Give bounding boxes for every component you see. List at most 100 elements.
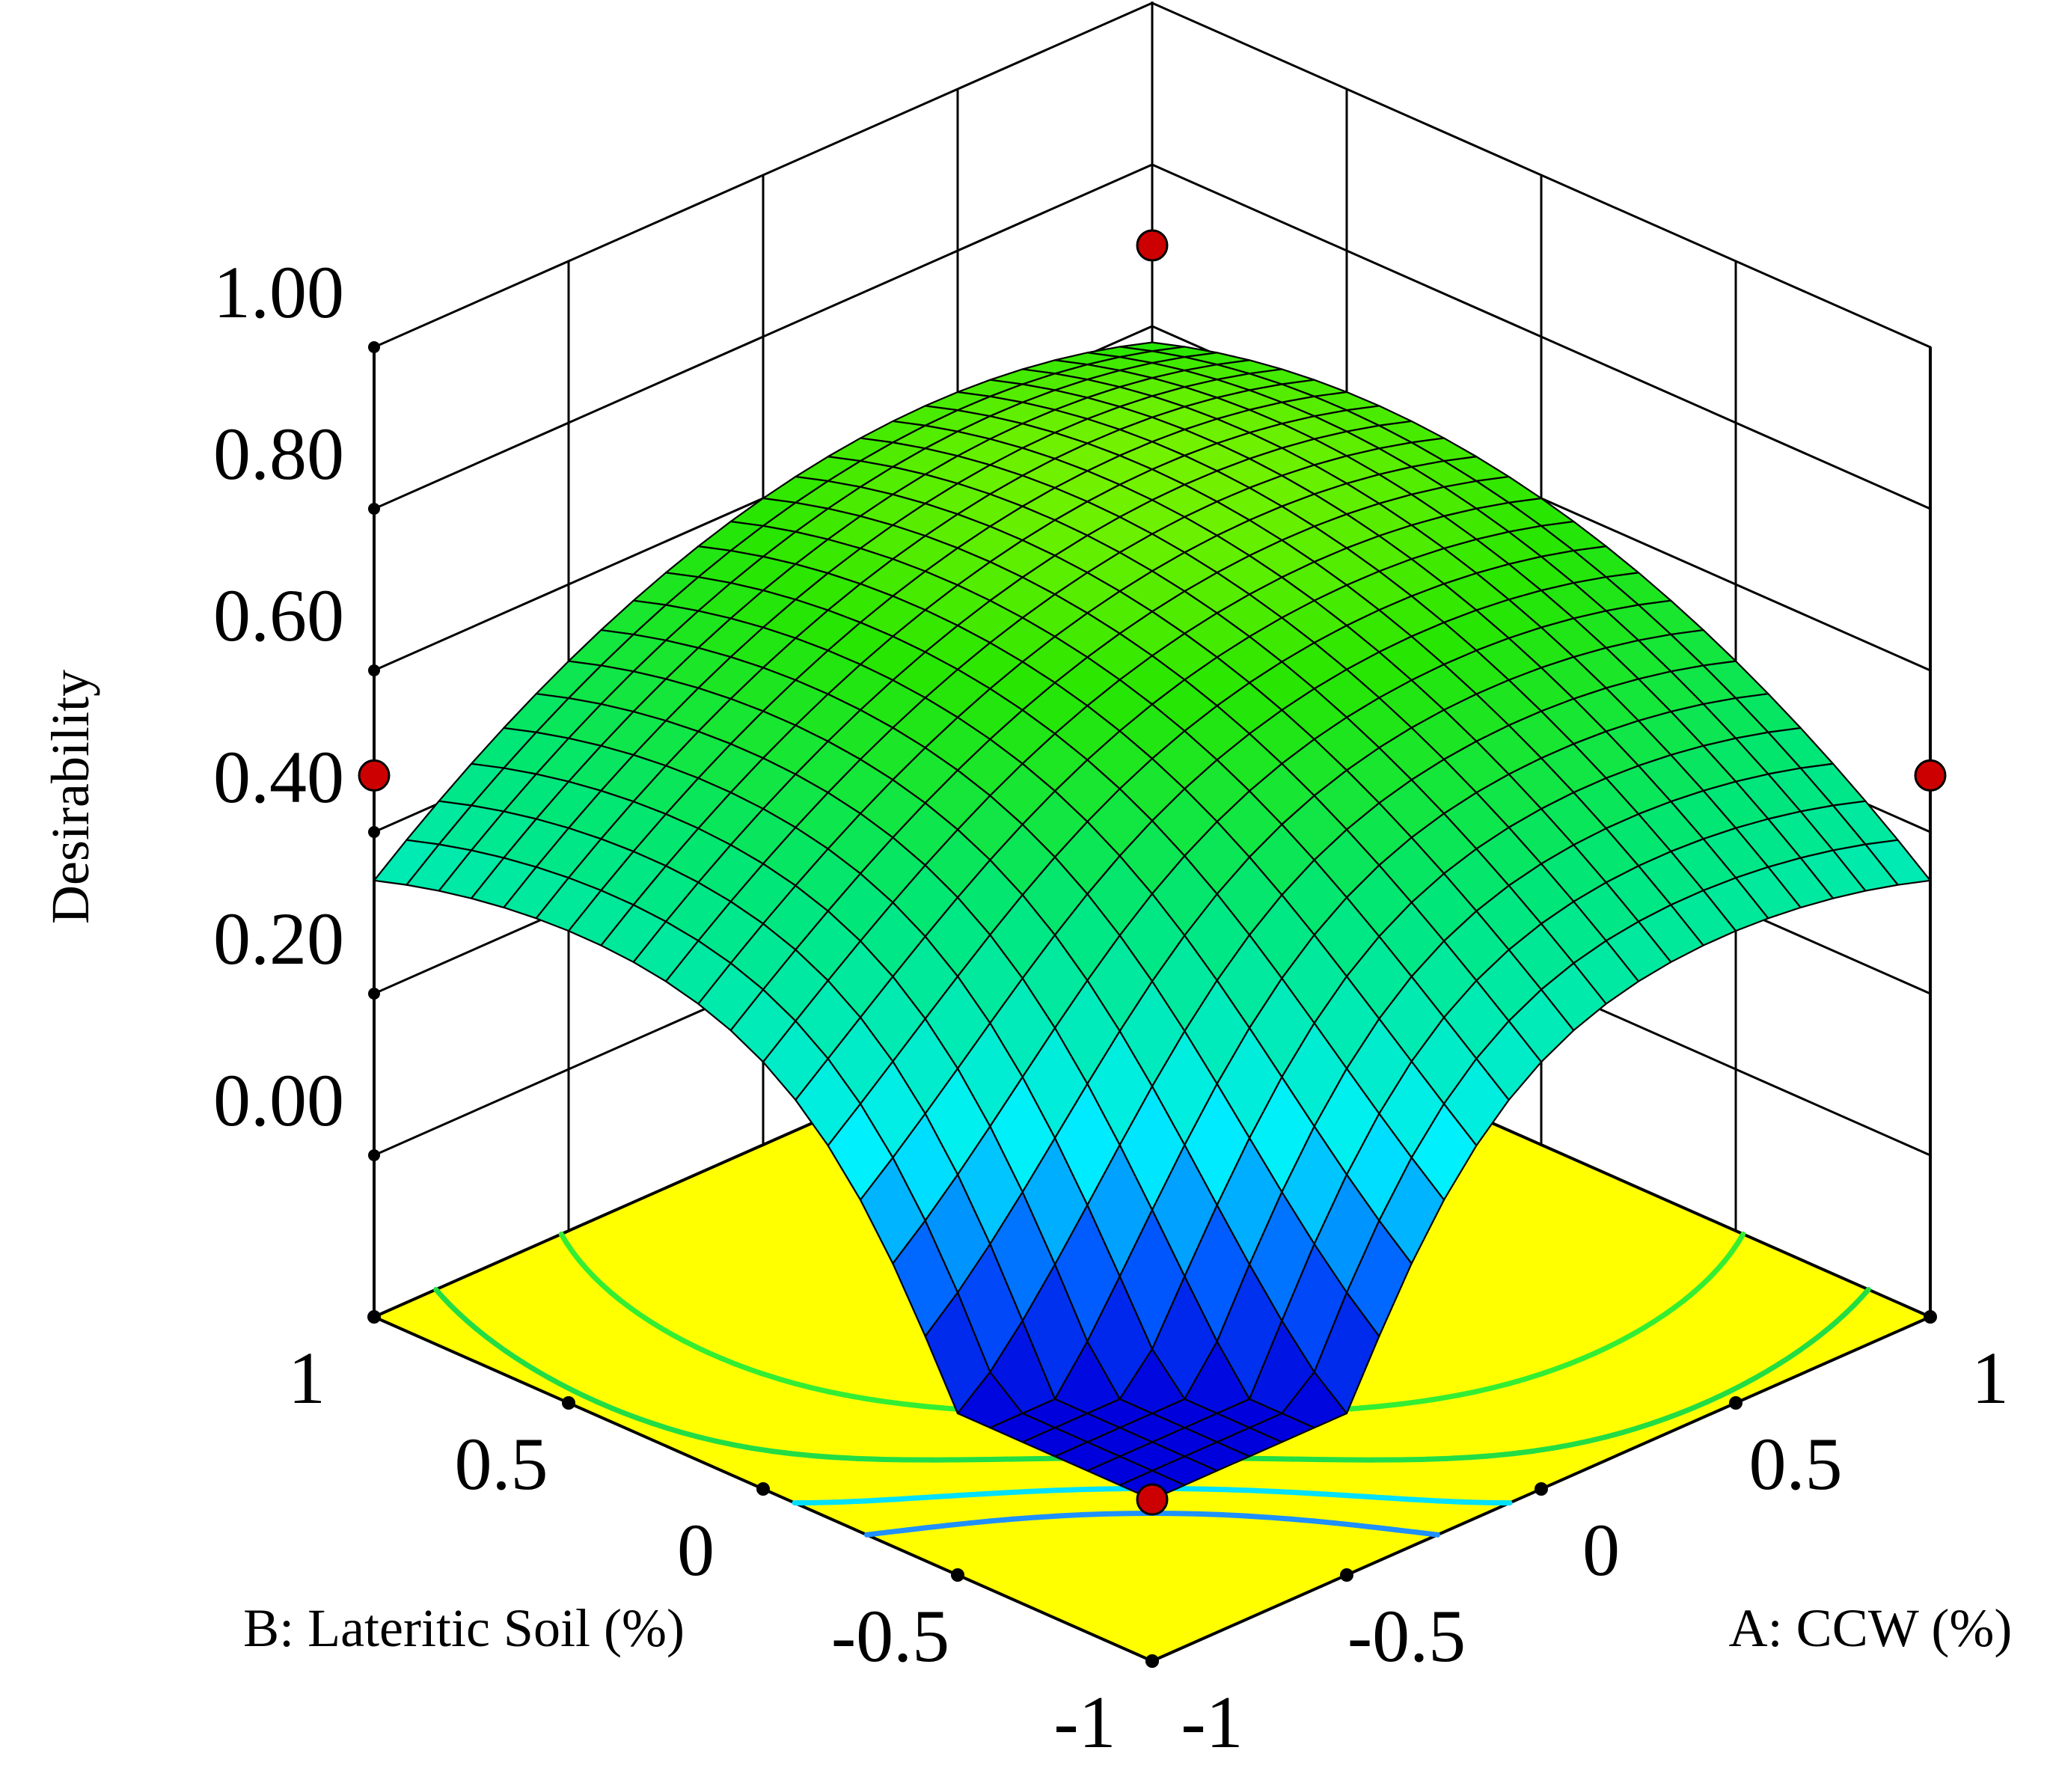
floor-contour	[1439, 1501, 1460, 1502]
floor-contour	[561, 1234, 565, 1241]
floor-contour	[1492, 1454, 1513, 1456]
floor-contour	[1552, 1447, 1558, 1448]
floor-contour	[1440, 1395, 1459, 1398]
floor-contour	[1459, 1392, 1476, 1395]
floor-contour	[928, 1526, 937, 1527]
floor-contour	[1036, 1516, 1058, 1517]
floor-contour	[1413, 1499, 1436, 1501]
z-tick-dot	[368, 664, 380, 676]
floor-contour	[1533, 1448, 1552, 1451]
b-tick-label: -0.5	[831, 1594, 949, 1678]
floor-contour	[1470, 1456, 1486, 1458]
floor-contour	[1179, 1489, 1204, 1490]
design-point	[1137, 1484, 1167, 1514]
z-tick-dot	[368, 826, 380, 838]
floor-contour	[910, 1404, 924, 1406]
floor-contour	[1571, 1441, 1588, 1445]
floor-contour	[1367, 1526, 1377, 1527]
a-tick-dot	[1535, 1482, 1548, 1496]
floor-contour	[1335, 1523, 1356, 1526]
floor-contour	[1005, 1492, 1015, 1493]
a-tick-dot	[1729, 1396, 1742, 1410]
floor-contour	[959, 1494, 982, 1496]
floor-contour	[924, 1406, 943, 1407]
b-tick-label: 0.5	[455, 1422, 548, 1505]
a-tick-dot	[1340, 1568, 1353, 1582]
z-tick-label: 0.20	[213, 897, 344, 980]
floor-contour	[857, 1458, 877, 1459]
floor-contour	[1260, 1490, 1276, 1491]
floor-contour	[1417, 1532, 1437, 1535]
floor-contour	[752, 1448, 771, 1451]
floor-contour	[1421, 1400, 1431, 1401]
floor-contour	[867, 1532, 887, 1535]
b-tick-dot	[562, 1396, 575, 1410]
y-axis-title: B: Lateritic Soil (%)	[243, 1598, 685, 1658]
floor-contour	[1349, 1496, 1368, 1497]
floor-contour	[985, 1493, 1005, 1494]
x-axis-title: A: CCW (%)	[1729, 1598, 2013, 1658]
floor-contour	[1427, 1458, 1446, 1459]
b-tick-label: 1	[288, 1336, 325, 1419]
floor-contour	[845, 1395, 864, 1398]
z-tick-label: 0.80	[213, 412, 344, 495]
a-tick-dot	[1924, 1310, 1937, 1324]
floor-contour	[1013, 1517, 1035, 1519]
floor-contour	[887, 1531, 903, 1532]
floor-contour	[884, 1401, 904, 1404]
floor-contour	[1076, 1489, 1100, 1490]
floor-contour	[1740, 1234, 1743, 1241]
floor-contour	[1313, 1521, 1332, 1523]
floor-contour	[1028, 1490, 1044, 1491]
a-tick-label: 0	[1582, 1508, 1620, 1591]
z-tick-label: 0.40	[213, 736, 344, 819]
floor-contour	[747, 1447, 752, 1448]
z-tick-label: 0.00	[213, 1059, 344, 1142]
floor-contour	[1270, 1517, 1292, 1519]
design-point	[1915, 760, 1945, 790]
b-tick-dot	[756, 1482, 770, 1496]
b-tick-dot	[367, 1310, 381, 1324]
b-tick-label: 0	[677, 1508, 715, 1591]
floor-contour	[914, 1497, 925, 1498]
floor-contour	[791, 1454, 812, 1456]
floor-contour	[716, 1441, 733, 1445]
floor-contour	[1210, 1514, 1224, 1515]
floor-contour	[1391, 1498, 1409, 1499]
floor-contour	[760, 1373, 763, 1374]
floor-contour	[1361, 1406, 1380, 1407]
a-tick-label: -1	[1181, 1681, 1243, 1764]
floor-contour	[828, 1392, 845, 1395]
design-point	[359, 760, 389, 790]
floor-contour	[896, 1498, 914, 1499]
floor-contour	[1246, 1516, 1268, 1517]
floor-contour	[1289, 1492, 1300, 1493]
floor-contour	[786, 1453, 792, 1454]
floor-contour	[1205, 1489, 1229, 1490]
floor-contour	[1322, 1494, 1345, 1496]
floor-contour	[1377, 1528, 1397, 1530]
floor-contour	[844, 1501, 866, 1502]
z-tick-dot	[368, 341, 380, 353]
floor-contour	[908, 1528, 928, 1530]
z-tick-dot	[368, 1149, 380, 1161]
b-tick-dot	[1145, 1654, 1159, 1668]
z-tick-dot	[368, 988, 380, 1000]
floor-contour	[1402, 1531, 1418, 1532]
floor-contour	[868, 1499, 891, 1501]
floor-contour	[1058, 1516, 1066, 1517]
floor-contour	[1300, 1520, 1313, 1521]
floor-contour	[819, 1456, 834, 1458]
floor-contour	[1400, 1459, 1422, 1460]
floor-contour	[937, 1496, 956, 1497]
a-tick-label: 0.5	[1749, 1422, 1843, 1505]
floor-contour	[882, 1459, 905, 1460]
design-point	[1137, 230, 1167, 260]
floor-contour	[820, 1502, 837, 1503]
z-tick-dot	[368, 503, 380, 515]
floor-contour	[949, 1523, 970, 1526]
floor-contour	[1101, 1489, 1125, 1490]
z-tick-label: 0.60	[213, 574, 344, 657]
